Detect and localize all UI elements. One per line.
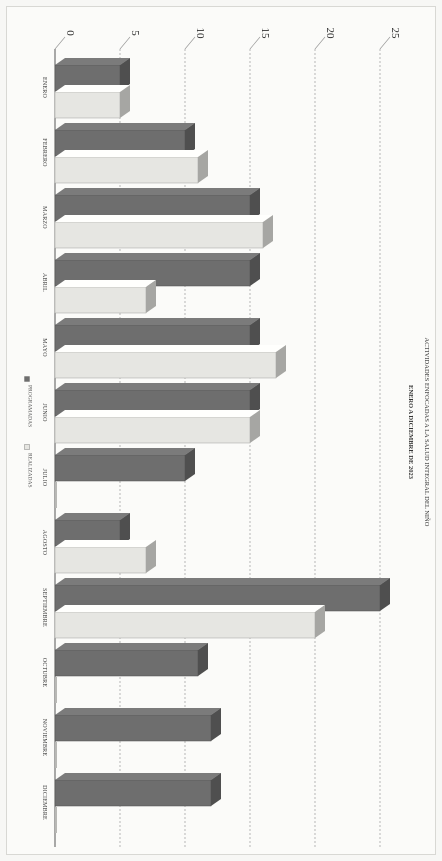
chart-frame: 0 5 10 15 20 25 ENERO FEBRERO MARZO ABRIL MAYO JUN… xyxy=(6,6,436,855)
category-label-agosto: AGOSTO xyxy=(41,530,47,556)
category-label-mayo: MAYO xyxy=(41,338,47,357)
category-label-octubre: OCTUBRE xyxy=(41,658,47,688)
bar-realizadas-abril xyxy=(54,280,156,314)
category-label-junio: JUNIO xyxy=(41,403,47,422)
bar-realizadas-julio xyxy=(55,482,57,508)
chart-title: ACTIVIDADES ENFOCADAS A LA SALUD INTEGRA… xyxy=(423,338,431,527)
tick-label-25: 25 xyxy=(389,28,401,40)
legend-label-programadas: PROGRAMADAS xyxy=(27,385,33,427)
bar-realizadas-enero xyxy=(54,85,130,119)
bar-programadas-diciembre xyxy=(54,773,221,807)
legend-label-realizadas: REALIZADAS xyxy=(27,453,33,488)
tick-label-0: 0 xyxy=(64,30,76,36)
category-label-diciembre: DICIEMBRE xyxy=(41,785,47,820)
bar-programadas-octubre xyxy=(54,643,208,677)
bar-realizadas-noviembre xyxy=(55,742,57,768)
gridline-depth-10 xyxy=(184,36,196,50)
bar-realizadas-marzo xyxy=(54,215,273,249)
category-label-enero: ENERO xyxy=(41,77,47,98)
bar-programadas-noviembre xyxy=(54,708,221,742)
category-label-noviembre: NOVIEMBRE xyxy=(41,719,47,757)
legend-swatch-programadas xyxy=(24,376,30,382)
bar-realizadas-septiembre xyxy=(54,605,325,639)
bar-realizadas-diciembre xyxy=(55,807,57,833)
gridline-depth-20 xyxy=(314,36,326,50)
tick-label-5: 5 xyxy=(129,30,141,36)
legend-swatch-realizadas xyxy=(24,444,30,450)
tick-label-10: 10 xyxy=(194,28,206,40)
category-label-marzo: MARZO xyxy=(41,206,47,229)
tick-label-15: 15 xyxy=(259,28,271,40)
bar-realizadas-agosto xyxy=(54,540,156,574)
gridline-depth-0 xyxy=(54,36,66,50)
gridline-depth-25 xyxy=(379,36,391,50)
gridline-depth-5 xyxy=(119,36,131,50)
bar-programadas-julio xyxy=(54,448,195,482)
tick-label-20: 20 xyxy=(324,28,336,40)
category-label-febrero: FEBRERO xyxy=(41,138,47,167)
category-label-septiembre: SEPTIEMBRE xyxy=(41,588,47,627)
bar-realizadas-junio xyxy=(54,410,260,444)
category-label-abril: ABRIL xyxy=(41,273,47,292)
bar-realizadas-mayo xyxy=(54,345,286,379)
bar-chart: 0 5 10 15 20 25 ENERO FEBRERO MARZO ABRIL MAYO JUN… xyxy=(24,28,431,847)
chart-subtitle: ENERO A DICIEMBRE DE 2023 xyxy=(407,385,414,480)
gridline-depth-15 xyxy=(249,36,261,50)
bar-realizadas-octubre xyxy=(55,677,57,703)
category-label-julio: JULIO xyxy=(41,469,47,487)
bar-realizadas-febrero xyxy=(54,150,208,184)
